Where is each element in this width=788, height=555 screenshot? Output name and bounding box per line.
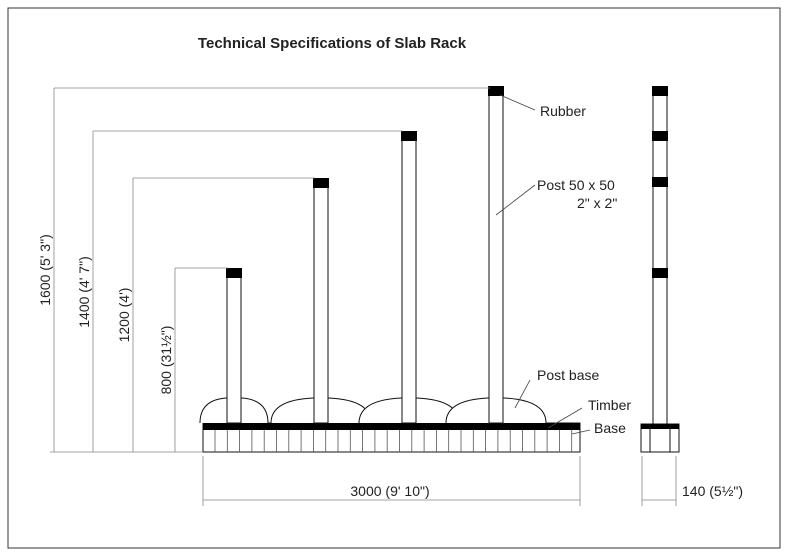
height-label: 1200 (4') <box>116 288 132 343</box>
rubber-cap <box>313 178 329 188</box>
post <box>313 179 329 424</box>
rubber-cap <box>488 86 504 96</box>
leaders <box>495 94 591 435</box>
height-label: 1400 (4' 7") <box>76 256 92 327</box>
part-label: Timber <box>588 397 631 413</box>
height-label: 1600 (5' 3") <box>37 234 53 305</box>
part-label: Base <box>594 420 626 436</box>
width-dimension <box>202 456 677 506</box>
depth-label: 140 (5½") <box>682 483 743 499</box>
width-label: 3000 (9' 10") <box>350 483 429 499</box>
part-label: Post base <box>537 367 599 383</box>
posts <box>199 86 547 424</box>
post <box>401 132 417 424</box>
post <box>488 87 504 424</box>
post <box>226 269 242 424</box>
base <box>202 422 581 453</box>
frame <box>7 7 781 549</box>
side-view <box>640 86 680 453</box>
part-label: Rubber <box>540 103 586 119</box>
height-label: 800 (31½") <box>158 326 174 395</box>
rubber-cap <box>226 268 242 278</box>
part-label: 2" x 2" <box>577 195 617 211</box>
rubber-cap <box>401 131 417 141</box>
part-label: Post 50 x 50 <box>537 177 615 193</box>
title: Technical Specifications of Slab Rack <box>198 35 467 52</box>
height-dimensions <box>50 87 490 453</box>
